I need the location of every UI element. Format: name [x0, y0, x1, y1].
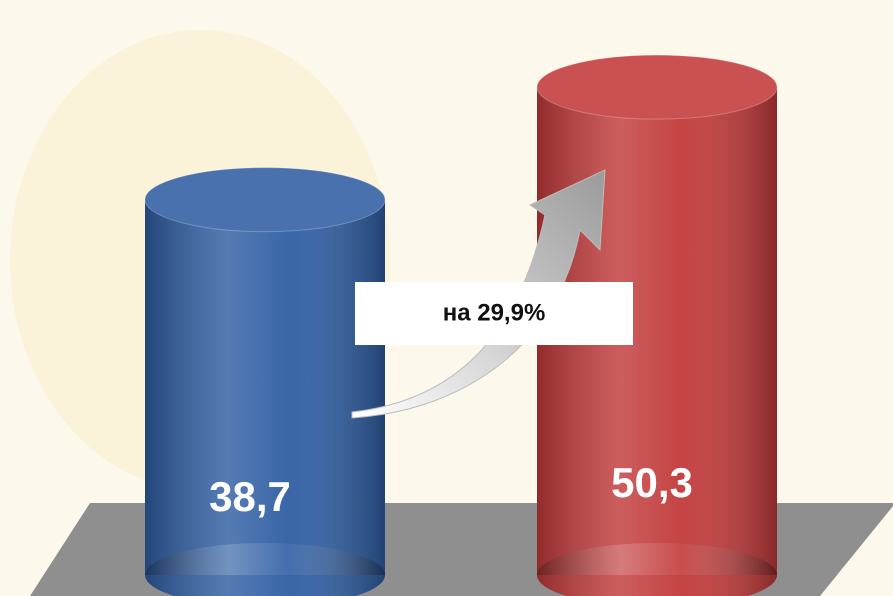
- bar-top-shade: [537, 55, 777, 120]
- bar-top: [536, 54, 778, 120]
- bar-top-shade: [145, 167, 385, 232]
- arrow: [351, 169, 606, 419]
- bar-shade: [145, 199, 385, 576]
- annotation: на 29,9%: [443, 299, 546, 326]
- annotation-box: [355, 282, 633, 345]
- bar-top: [144, 167, 386, 233]
- value-label: 50,3: [611, 459, 693, 506]
- value-label: 38,7: [209, 473, 291, 520]
